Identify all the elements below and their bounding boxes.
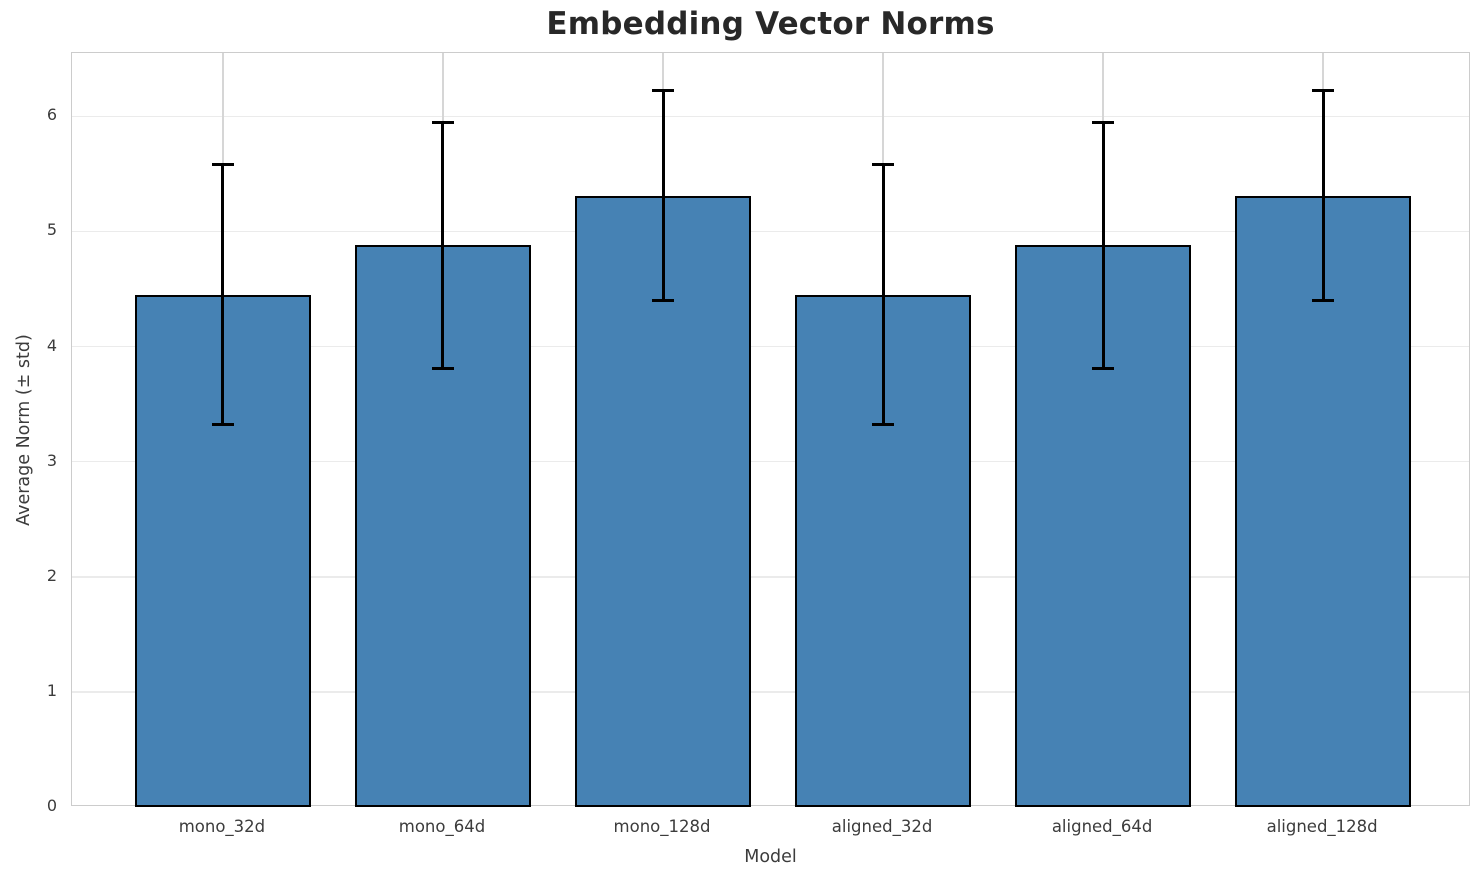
error-bar-cap (211, 163, 234, 167)
h-gridline (72, 576, 1469, 578)
error-bar-cap (211, 423, 234, 427)
h-gridline (72, 345, 1469, 348)
x-tick-label: aligned_64d (1051, 817, 1153, 836)
y-tick-label: 5 (46, 220, 57, 240)
error-bar (441, 122, 445, 369)
y-tick-label: 3 (46, 450, 57, 470)
error-bar (1101, 122, 1105, 369)
error-bar-cap (652, 89, 675, 93)
x-tick-label: mono_32d (178, 817, 266, 836)
h-gridline (72, 460, 1469, 463)
x-tick-label: mono_128d (613, 817, 711, 836)
error-bar (221, 164, 225, 425)
y-tick-label: 2 (46, 565, 57, 585)
bar (795, 294, 972, 807)
error-bar-cap (431, 366, 454, 370)
error-bar (1321, 90, 1325, 301)
error-bar-cap (1092, 366, 1115, 370)
error-bar-cap (1312, 89, 1335, 93)
error-bar-cap (1312, 298, 1335, 302)
x-tick-label: aligned_32d (831, 817, 933, 836)
x-tick-label: mono_64d (398, 817, 486, 836)
x-tick-label: aligned_128d (1266, 817, 1378, 836)
y-axis-label: Average Norm (± std) (14, 334, 34, 526)
plot-area (71, 52, 1470, 807)
error-bar-cap (431, 120, 454, 124)
error-bar (881, 164, 885, 425)
error-bar (661, 90, 665, 301)
y-tick-label: 6 (46, 105, 57, 125)
y-tick-label: 4 (46, 335, 57, 355)
error-bar-cap (872, 163, 895, 167)
y-tick-label: 0 (46, 796, 57, 815)
error-bar-cap (652, 298, 675, 302)
h-gridline (72, 691, 1469, 693)
x-axis-label: Model (744, 847, 797, 867)
y-tick-label: 1 (46, 680, 57, 700)
error-bar-cap (1092, 120, 1115, 124)
h-gridline (72, 115, 1469, 118)
error-bar-cap (872, 423, 895, 427)
h-gridline (72, 230, 1469, 233)
chart-title: Embedding Vector Norms (546, 6, 995, 42)
